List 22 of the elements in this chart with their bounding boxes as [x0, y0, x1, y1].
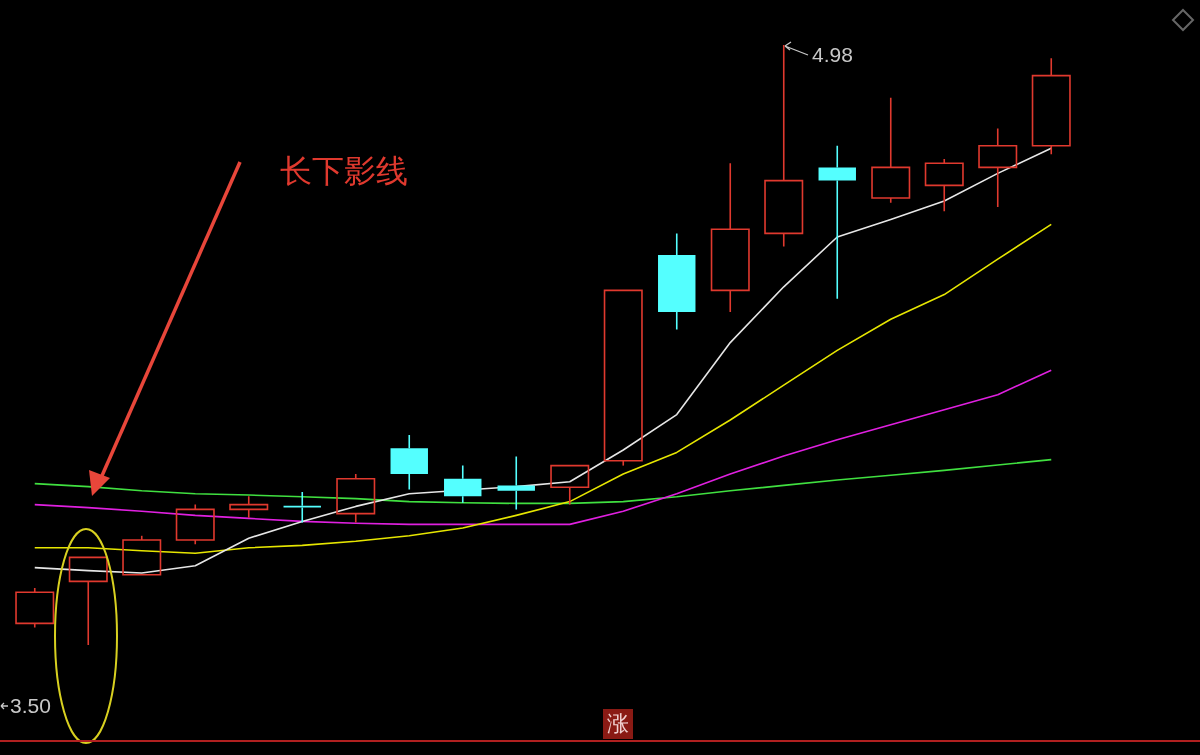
- candlestick: [175, 503, 215, 545]
- annotation: 4.98: [812, 43, 853, 67]
- annotation: 长下影线: [280, 151, 408, 192]
- candlestick: [658, 232, 696, 331]
- candlestick: [229, 495, 269, 519]
- text: 3.50: [10, 694, 51, 718]
- candlestick: [390, 434, 428, 491]
- candlestick: [68, 556, 108, 646]
- candlestick: [444, 464, 482, 504]
- candlestick: [924, 158, 964, 212]
- candlestick: [1031, 57, 1071, 155]
- candlestick: [15, 587, 55, 629]
- candlestick: [550, 464, 590, 506]
- candlestick: [818, 145, 856, 300]
- candlestick: [283, 491, 321, 524]
- candlestick: [710, 162, 750, 313]
- candlestick: [603, 289, 643, 467]
- candlestick: [978, 127, 1018, 208]
- candlestick: [497, 455, 535, 511]
- candlestick: [871, 97, 911, 204]
- candlestick: [336, 473, 376, 524]
- text: 涨: [603, 709, 633, 739]
